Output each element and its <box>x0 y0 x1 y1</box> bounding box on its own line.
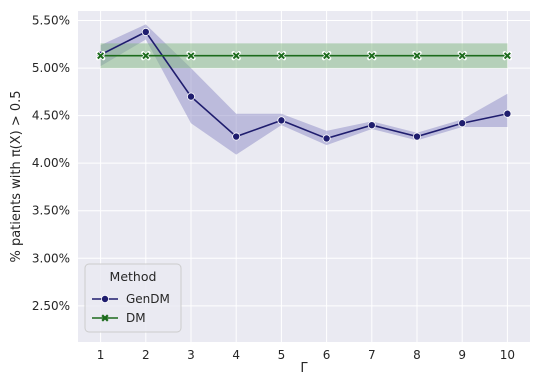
dm-point <box>276 51 287 61</box>
y-axis-label: % patients with π(X) > 0.5 <box>9 90 24 262</box>
dm-point <box>367 51 377 61</box>
x-tick-label: 1 <box>97 348 105 362</box>
legend-label-gendm: GenDM <box>126 292 170 306</box>
y-tick-label: 5.00% <box>32 61 70 75</box>
gendm-point <box>367 121 376 130</box>
legend-item-gendm: GenDM <box>92 292 170 306</box>
x-tick-label: 5 <box>278 348 286 362</box>
legend: Method GenDM DM <box>84 263 182 333</box>
dm-point <box>502 51 513 61</box>
gendm-confidence-band <box>100 24 508 155</box>
series-lines <box>100 30 508 140</box>
gendm-point <box>412 132 421 141</box>
dm-point <box>141 51 151 61</box>
dm-point <box>231 51 241 61</box>
gendm-point <box>186 92 195 101</box>
gendm-point <box>277 116 286 125</box>
legend-title: Method <box>110 269 157 284</box>
x-tick-label: 4 <box>232 348 240 362</box>
legend-item-dm: DM <box>92 311 146 325</box>
x-axis-label: Γ <box>300 361 308 376</box>
y-tick-label: 2.50% <box>32 299 70 313</box>
dm-point <box>457 51 467 61</box>
x-tick-label: 7 <box>368 348 376 362</box>
y-tick-labels: 2.50% 3.00% 3.50% 4.00% 4.50% 5.00% 5.50% <box>32 14 70 313</box>
series-markers <box>96 27 513 143</box>
gendm-point <box>141 27 150 36</box>
legend-label-dm: DM <box>126 311 146 325</box>
dm-point <box>186 51 196 61</box>
dm-point <box>96 51 106 61</box>
y-tick-label: 5.50% <box>32 14 70 28</box>
dm-point <box>412 51 422 61</box>
x-tick-labels: 1 2 3 4 5 6 7 8 9 10 <box>97 348 515 362</box>
y-tick-label: 3.00% <box>32 251 70 265</box>
gendm-point <box>503 109 512 118</box>
gendm-line <box>100 30 508 140</box>
x-tick-label: 3 <box>187 348 195 362</box>
y-tick-label: 3.50% <box>32 204 70 218</box>
x-tick-label: 6 <box>323 348 331 362</box>
gendm-point <box>232 132 241 141</box>
legend-box <box>84 263 182 333</box>
x-tick-label: 8 <box>413 348 421 362</box>
x-tick-label: 9 <box>458 348 466 362</box>
x-tick-label: 10 <box>500 348 515 362</box>
x-tick-label: 2 <box>142 348 150 362</box>
y-tick-label: 4.00% <box>32 156 70 170</box>
gendm-point <box>322 134 331 143</box>
y-tick-label: 4.50% <box>32 109 70 123</box>
dm-point <box>321 51 332 61</box>
gendm-point <box>458 119 467 128</box>
